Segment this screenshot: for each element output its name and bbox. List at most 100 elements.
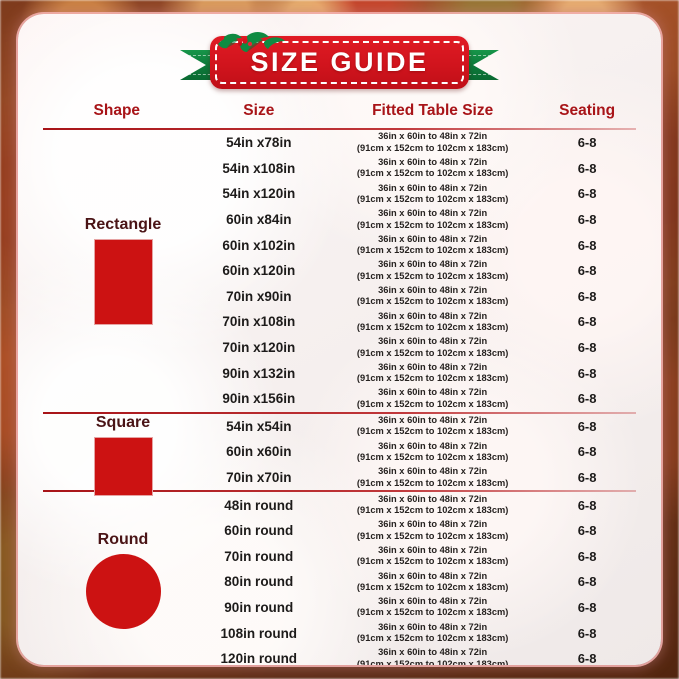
cell-fitted-table-size: 36in x 60in to 48in x 72in (91cm x 152cm … <box>327 545 538 568</box>
fitted-inches: 36in x 60in to 48in x 72in <box>378 361 488 372</box>
table-row[interactable]: 70in x70in 36in x 60in to 48in x 72in (91c… <box>18 465 661 491</box>
column-header-seating: Seating <box>559 102 616 119</box>
table-row[interactable]: 108in round 36in x 60in to 48in x 72in (91… <box>18 620 661 646</box>
table-row[interactable]: 60in x60in 36in x 60in to 48in x 72in (91c… <box>18 439 661 465</box>
column-header-size: Size <box>243 102 275 119</box>
cell-fitted-table-size: 36in x 60in to 48in x 72in (91cm x 152cm … <box>327 259 538 282</box>
fitted-inches: 36in x 60in to 48in x 72in <box>378 544 488 555</box>
fitted-inches: 36in x 60in to 48in x 72in <box>378 440 488 451</box>
cell-size: 90in round <box>224 599 294 615</box>
cell-fitted-table-size: 36in x 60in to 48in x 72in (91cm x 152cm … <box>327 415 538 438</box>
fitted-centimeters: (91cm x 152cm to 102cm x 183cm) <box>356 633 509 644</box>
column-header-shape: Shape <box>93 102 141 119</box>
cell-seating: 6-8 <box>577 497 597 513</box>
section-rows: 48in round 36in x 60in to 48in x 72in (91c… <box>18 492 661 665</box>
cell-size: 108in round <box>220 625 298 641</box>
cell-size: 54in x78in <box>226 135 292 151</box>
cell-size: 70in round <box>224 548 294 564</box>
fitted-inches: 36in x 60in to 48in x 72in <box>378 570 488 581</box>
fitted-centimeters: (91cm x 152cm to 102cm x 183cm) <box>356 193 509 204</box>
cell-size: 70in x108in <box>222 314 296 330</box>
cell-fitted-table-size: 36in x 60in to 48in x 72in (91cm x 152cm … <box>327 157 538 180</box>
section-divider <box>43 490 636 493</box>
fitted-centimeters: (91cm x 152cm to 102cm x 183cm) <box>356 168 509 179</box>
fitted-centimeters: (91cm x 152cm to 102cm x 183cm) <box>356 398 509 409</box>
cell-seating: 6-8 <box>577 599 597 615</box>
fitted-inches: 36in x 60in to 48in x 72in <box>378 647 488 658</box>
fitted-centimeters: (91cm x 152cm to 102cm x 183cm) <box>356 477 509 488</box>
shape-label: Round <box>97 531 149 549</box>
shape-section: 54in x54in 36in x 60in to 48in x 72in (91c… <box>18 414 661 496</box>
table-header-row: Shape Size Fitted Table Size Seating <box>18 94 661 128</box>
fitted-inches: 36in x 60in to 48in x 72in <box>378 415 488 425</box>
table-row[interactable]: 120in round 36in x 60in to 48in x 72in (91… <box>18 646 661 665</box>
fitted-inches: 36in x 60in to 48in x 72in <box>378 259 488 270</box>
cell-size: 70in x90in <box>226 288 292 304</box>
cell-seating: 6-8 <box>577 340 597 356</box>
table-row[interactable]: 90in x132in 36in x 60in to 48in x 72in (91… <box>18 360 661 386</box>
table-row[interactable]: 54in x78in 36in x 60in to 48in x 72in (91c… <box>18 130 661 156</box>
fitted-centimeters: (91cm x 152cm to 102cm x 183cm) <box>356 245 509 256</box>
shape-indicator-round: Round <box>43 531 203 630</box>
cell-size: 60in x60in <box>226 444 292 460</box>
fitted-centimeters: (91cm x 152cm to 102cm x 183cm) <box>356 142 509 153</box>
table-row[interactable]: 70in x120in 36in x 60in to 48in x 72in (91… <box>18 335 661 361</box>
cell-seating: 6-8 <box>577 444 597 460</box>
shape-section: 48in round 36in x 60in to 48in x 72in (91c… <box>18 492 661 665</box>
fitted-centimeters: (91cm x 152cm to 102cm x 183cm) <box>356 607 509 618</box>
cell-fitted-table-size: 36in x 60in to 48in x 72in (91cm x 152cm … <box>327 183 538 206</box>
fitted-centimeters: (91cm x 152cm to 102cm x 183cm) <box>356 347 509 358</box>
cell-size: 70in x120in <box>222 340 296 356</box>
cell-size: 120in round <box>220 651 298 665</box>
table-row[interactable]: 60in round 36in x 60in to 48in x 72in (91c… <box>18 518 661 544</box>
fitted-inches: 36in x 60in to 48in x 72in <box>378 233 488 244</box>
cell-seating: 6-8 <box>577 548 597 564</box>
cell-fitted-table-size: 36in x 60in to 48in x 72in (91cm x 152cm … <box>327 208 538 231</box>
cell-fitted-table-size: 36in x 60in to 48in x 72in (91cm x 152cm … <box>327 441 538 464</box>
cell-fitted-table-size: 36in x 60in to 48in x 72in (91cm x 152cm … <box>327 571 538 594</box>
fitted-centimeters: (91cm x 152cm to 102cm x 183cm) <box>356 556 509 567</box>
banner-plate: SIZE GUIDE <box>210 36 469 89</box>
cell-seating: 6-8 <box>577 418 597 434</box>
table-row[interactable]: 60in x102in 36in x 60in to 48in x 72in (91… <box>18 232 661 258</box>
cell-seating: 6-8 <box>577 391 597 407</box>
table-row[interactable]: 60in x120in 36in x 60in to 48in x 72in (91… <box>18 258 661 284</box>
shape-indicator-rectangle: Rectangle <box>43 216 203 325</box>
holly-icon <box>218 31 285 52</box>
cell-size: 60in round <box>224 523 294 539</box>
table-row[interactable]: 70in round 36in x 60in to 48in x 72in (91c… <box>18 544 661 570</box>
fitted-centimeters: (91cm x 152cm to 102cm x 183cm) <box>356 658 509 665</box>
cell-size: 90in x132in <box>222 365 296 381</box>
table-row[interactable]: 90in round 36in x 60in to 48in x 72in (91c… <box>18 595 661 621</box>
cell-size: 54in x120in <box>222 186 296 202</box>
fitted-centimeters: (91cm x 152cm to 102cm x 183cm) <box>356 373 509 384</box>
fitted-inches: 36in x 60in to 48in x 72in <box>378 310 488 321</box>
table-row[interactable]: 70in x90in 36in x 60in to 48in x 72in (91c… <box>18 284 661 310</box>
table-row[interactable]: 70in x108in 36in x 60in to 48in x 72in (91… <box>18 309 661 335</box>
fitted-centimeters: (91cm x 152cm to 102cm x 183cm) <box>356 219 509 230</box>
table-row[interactable]: 54in x120in 36in x 60in to 48in x 72in (91… <box>18 181 661 207</box>
cell-seating: 6-8 <box>577 288 597 304</box>
section-rows: 54in x78in 36in x 60in to 48in x 72in (91c… <box>18 130 661 412</box>
fitted-inches: 36in x 60in to 48in x 72in <box>378 519 488 530</box>
table-row[interactable]: 60in x84in 36in x 60in to 48in x 72in (91c… <box>18 207 661 233</box>
cell-seating: 6-8 <box>577 523 597 539</box>
table-row[interactable]: 80in round 36in x 60in to 48in x 72in (91c… <box>18 569 661 595</box>
table-row[interactable]: 54in x108in 36in x 60in to 48in x 72in (91… <box>18 156 661 182</box>
cell-size: 60in x102in <box>222 237 296 253</box>
cell-seating: 6-8 <box>577 212 597 228</box>
table-sections: 54in x78in 36in x 60in to 48in x 72in (91c… <box>18 130 661 665</box>
fitted-inches: 36in x 60in to 48in x 72in <box>378 387 488 398</box>
cell-size: 60in x84in <box>226 212 292 228</box>
header-divider <box>43 128 636 130</box>
fitted-inches: 36in x 60in to 48in x 72in <box>378 182 488 193</box>
fitted-inches: 36in x 60in to 48in x 72in <box>378 493 488 504</box>
shape-label: Rectangle <box>84 215 162 233</box>
table-row[interactable]: 54in x54in 36in x 60in to 48in x 72in (91c… <box>18 414 661 440</box>
table-row[interactable]: 48in round 36in x 60in to 48in x 72in (91c… <box>18 492 661 518</box>
fitted-inches: 36in x 60in to 48in x 72in <box>378 131 488 142</box>
table-row[interactable]: 90in x156in 36in x 60in to 48in x 72in (91… <box>18 386 661 412</box>
fitted-centimeters: (91cm x 152cm to 102cm x 183cm) <box>356 296 509 307</box>
cell-seating: 6-8 <box>577 186 597 202</box>
rectangle-swatch <box>93 238 153 325</box>
